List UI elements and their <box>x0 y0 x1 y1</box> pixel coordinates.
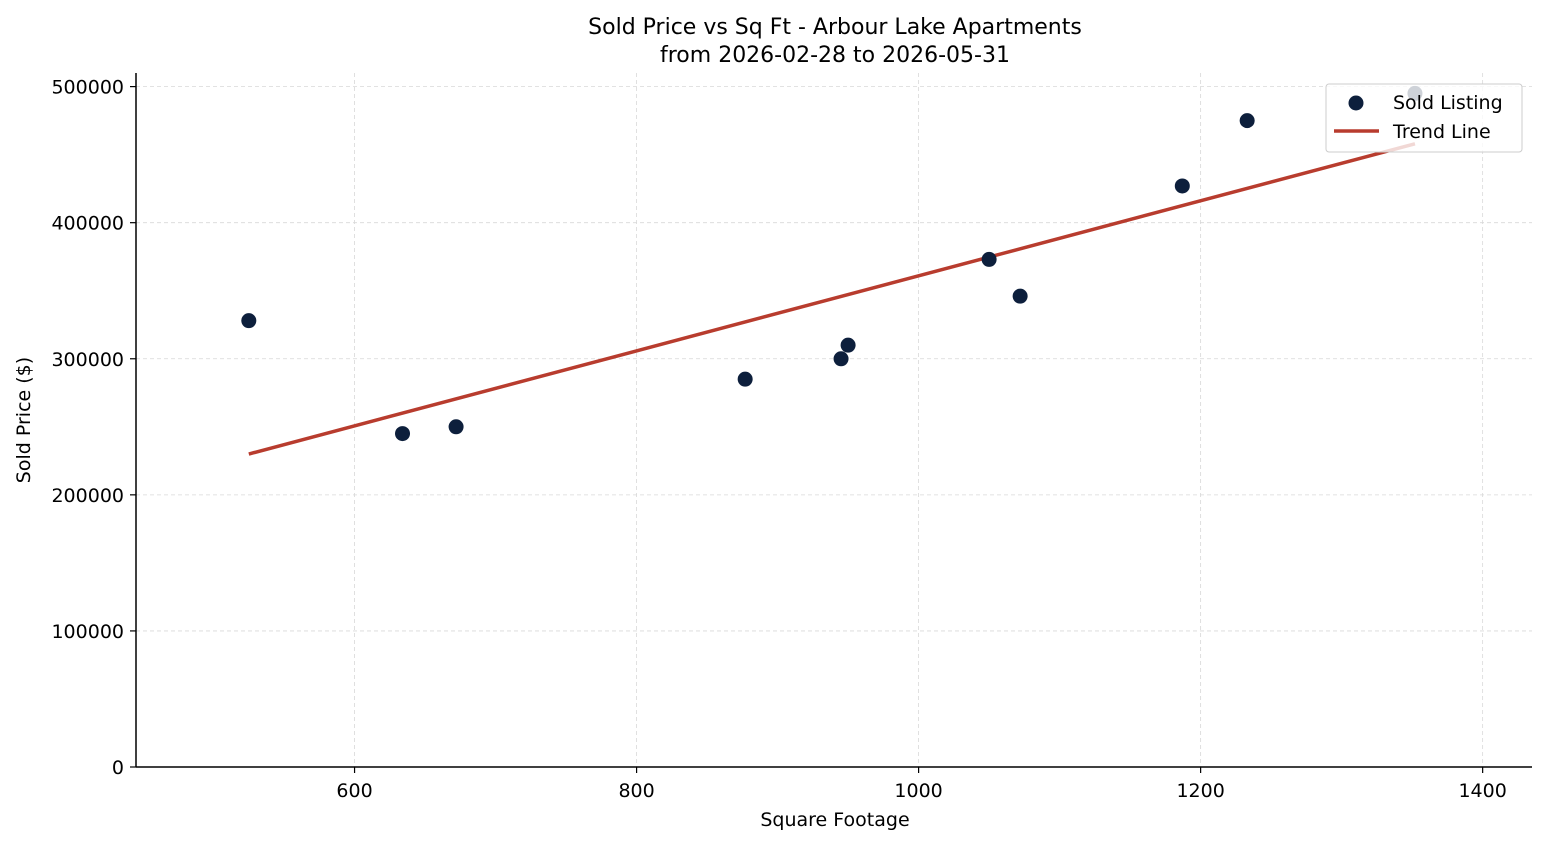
y-tick-label: 200000 <box>51 485 124 507</box>
sold-listing-point <box>1174 178 1190 194</box>
series-layer <box>241 85 1423 456</box>
chart-title: Sold Price vs Sq Ft - Arbour Lake Apartm… <box>588 15 1082 40</box>
sold-listing-point <box>1239 113 1255 129</box>
axes <box>135 73 1532 768</box>
x-tick-label: 600 <box>336 780 372 802</box>
y-tick-label: 0 <box>112 757 124 779</box>
sold-listing-point <box>981 251 997 267</box>
y-tick-label: 500000 <box>51 77 124 99</box>
y-tick-label: 300000 <box>51 349 124 371</box>
legend-label-sold-listing: Sold Listing <box>1393 92 1503 114</box>
ticks: 600 800 1000 1200 1400 0 100000 200000 300000 400… <box>51 77 1506 802</box>
sold-listing-point <box>241 313 257 329</box>
x-tick-label: 1200 <box>1176 780 1224 802</box>
x-tick-label: 1400 <box>1458 780 1506 802</box>
y-axis-label: Sold Price ($) <box>13 357 35 483</box>
y-tick-label: 400000 <box>51 213 124 235</box>
sold-listing-point <box>840 337 856 353</box>
sold-listing-point <box>833 351 849 367</box>
x-tick-label: 1000 <box>894 780 942 802</box>
x-axis-label: Square Footage <box>760 809 909 831</box>
y-tick-label: 100000 <box>51 621 124 643</box>
chart-subtitle: from 2026-02-28 to 2026-05-31 <box>660 43 1010 68</box>
sold-listing-point <box>448 419 464 435</box>
legend-label-trend-line: Trend Line <box>1392 121 1491 143</box>
sold-listing-point <box>737 371 753 387</box>
sold-listing-point <box>395 426 411 442</box>
legend-marker-sold-listing <box>1348 95 1364 111</box>
trend-line <box>248 142 1416 456</box>
sold-listing-point <box>1012 288 1028 304</box>
x-tick-label: 800 <box>618 780 654 802</box>
legend: Sold Listing Trend Line <box>1325 83 1523 153</box>
legend-box <box>1325 83 1523 153</box>
grid <box>136 73 1532 767</box>
